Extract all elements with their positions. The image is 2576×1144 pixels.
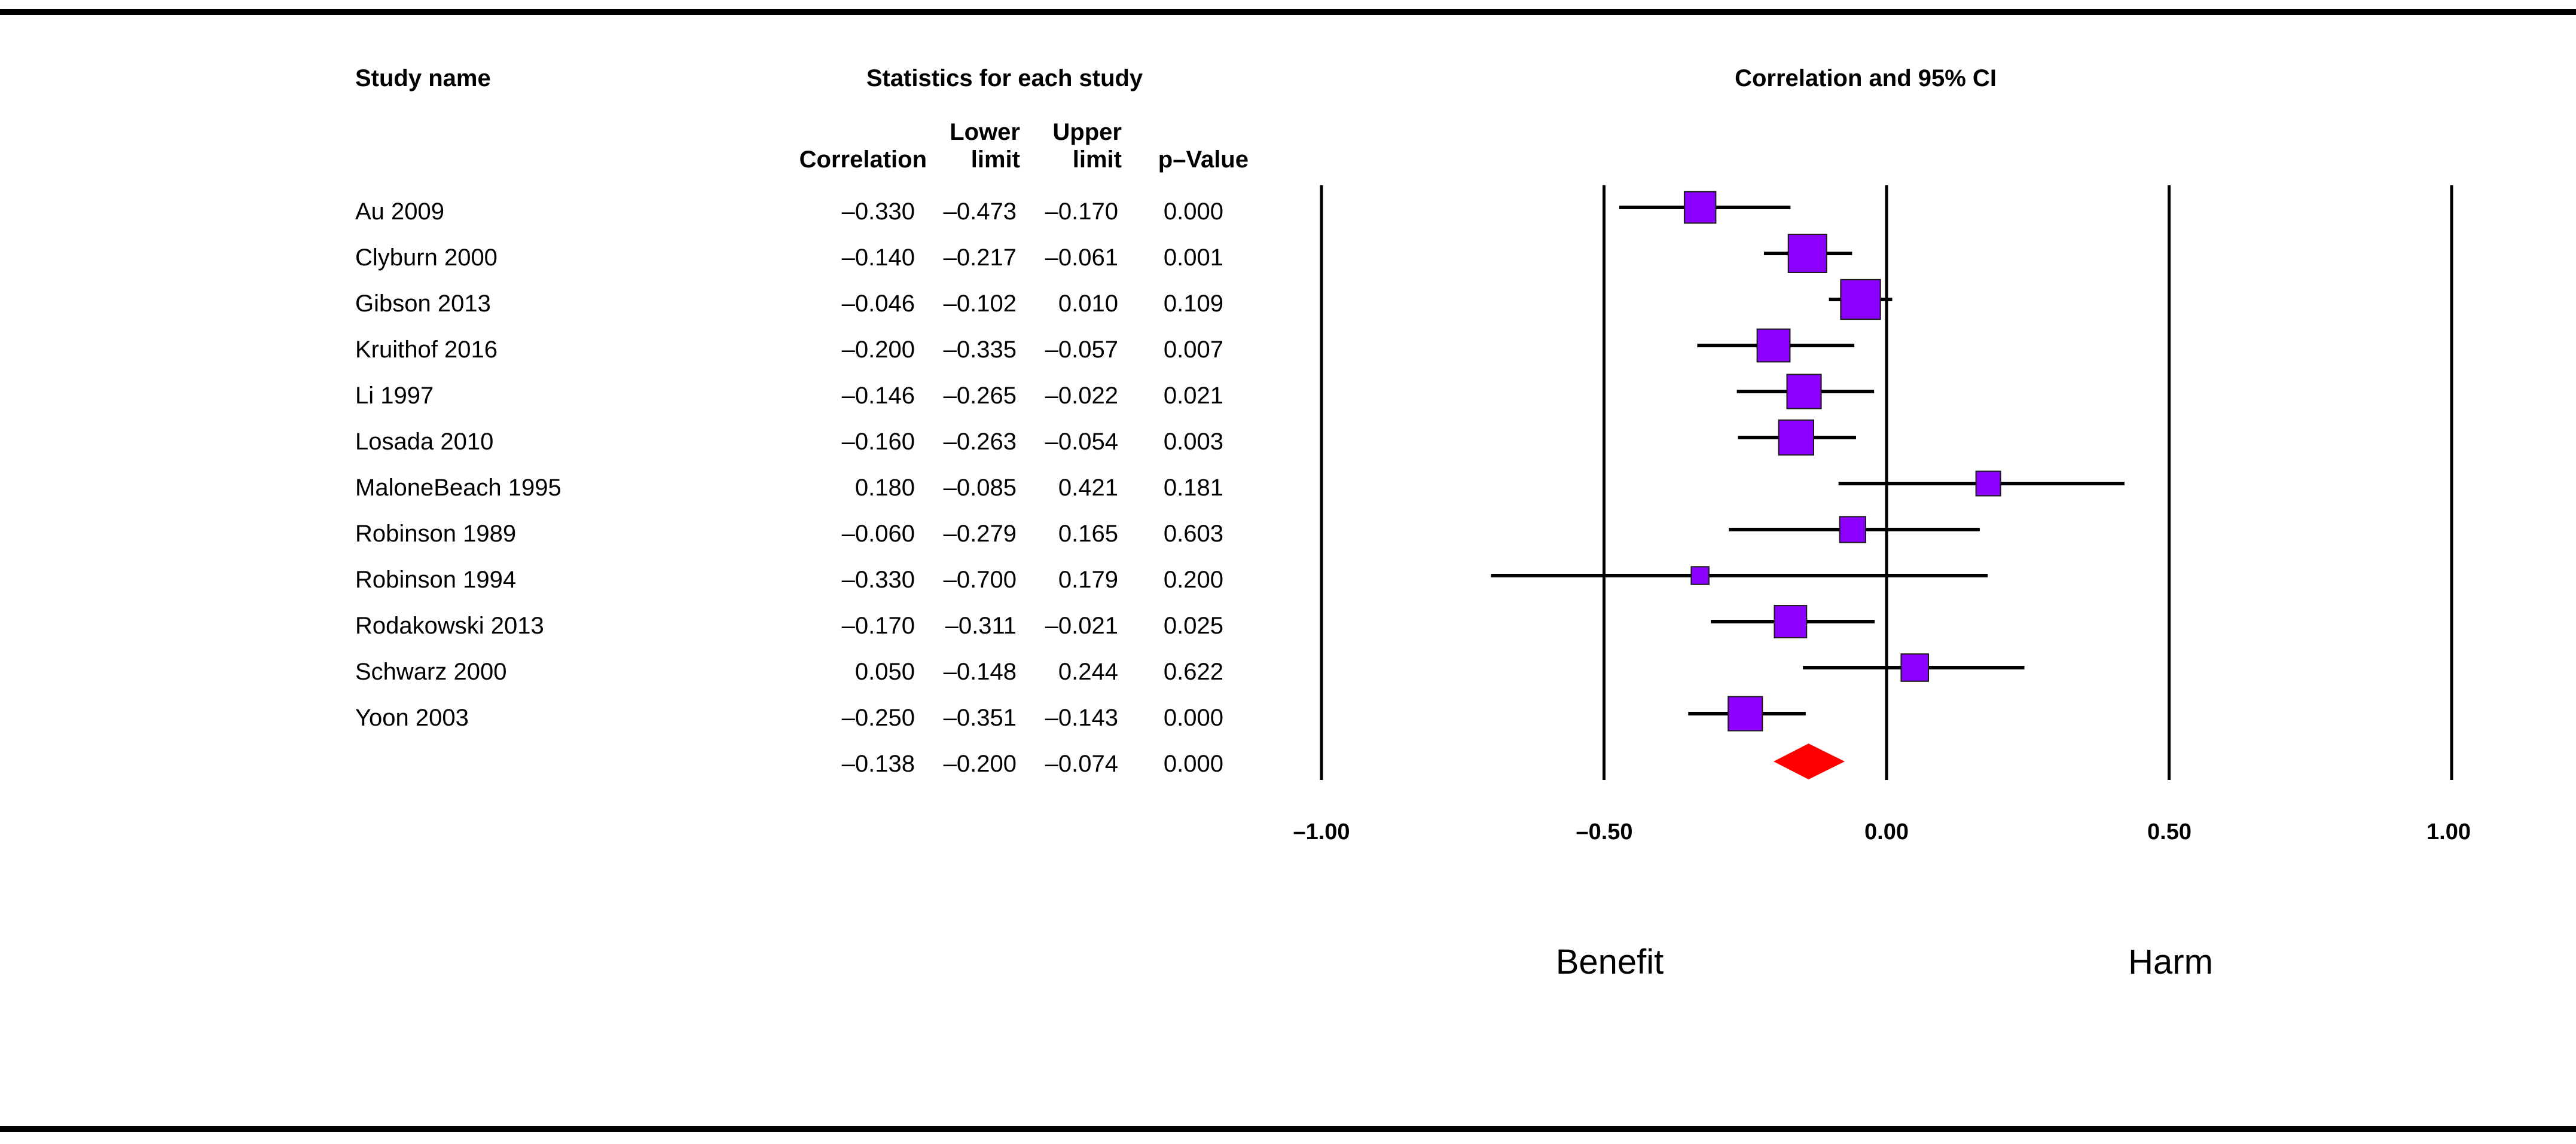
upper-limit-value: 0.421: [1058, 475, 1118, 501]
header-lower-top: Lower: [950, 119, 1020, 145]
pvalue-value: 0.007: [1163, 337, 1223, 363]
upper-limit-value: 0.179: [1058, 567, 1118, 593]
header-upper-top: Upper: [1052, 119, 1122, 145]
study-marker: [1900, 653, 1930, 682]
upper-limit-value: 0.165: [1058, 521, 1118, 547]
lower-limit-value: –0.279: [943, 521, 1017, 547]
study-name: Clyburn 2000: [355, 244, 498, 271]
lower-limit-value: –0.335: [943, 337, 1017, 363]
study-marker: [1690, 566, 1710, 585]
correlation-value: –0.160: [841, 429, 915, 455]
lower-limit-value: –0.311: [945, 613, 1017, 639]
lower-limit-value: –0.265: [943, 383, 1017, 409]
benefit-label: Benefit: [1555, 943, 1664, 981]
lower-limit-value: –0.263: [943, 429, 1017, 455]
pvalue-value: 0.181: [1163, 475, 1223, 501]
correlation-value: –0.330: [841, 198, 915, 225]
header-pvalue: p–Value: [1158, 146, 1249, 173]
header-plot-title: Correlation and 95% CI: [1735, 65, 1997, 91]
correlation-value: –0.140: [841, 244, 915, 271]
study-marker: [1975, 470, 2001, 497]
correlation-value: –0.060: [841, 521, 915, 547]
correlation-value: 0.050: [854, 659, 915, 685]
lower-limit-value: –0.351: [943, 705, 1017, 731]
summary-lower-limit-value: –0.200: [943, 751, 1017, 777]
x-tick-label: –0.50: [1576, 819, 1633, 845]
lower-limit-value: –0.473: [943, 198, 1017, 225]
study-marker: [1839, 516, 1866, 543]
pvalue-value: 0.603: [1163, 521, 1223, 547]
study-name: Schwarz 2000: [355, 659, 507, 685]
top-rule: [0, 9, 2576, 15]
pvalue-value: 0.021: [1163, 383, 1223, 409]
pvalue-value: 0.622: [1163, 659, 1223, 685]
summary-diamond: [1774, 744, 1845, 779]
pvalue-value: 0.003: [1163, 429, 1223, 455]
upper-limit-value: –0.054: [1045, 429, 1118, 455]
study-marker: [1778, 419, 1815, 456]
header-statistics: Statistics for each study: [866, 65, 1143, 91]
bottom-rule: [0, 1126, 2576, 1132]
pvalue-value: 0.001: [1163, 244, 1223, 271]
upper-limit-value: –0.021: [1045, 613, 1118, 639]
summary-pvalue-value: 0.000: [1163, 751, 1223, 777]
study-name: MaloneBeach 1995: [355, 475, 561, 501]
x-tick-label: 1.00: [2427, 819, 2471, 845]
study-marker: [1774, 605, 1808, 638]
lower-limit-value: –0.148: [943, 659, 1017, 685]
study-name: Gibson 2013: [355, 290, 491, 317]
lower-limit-value: –0.102: [943, 290, 1017, 317]
upper-limit-value: –0.061: [1045, 244, 1118, 271]
header-lower-bottom: limit: [970, 146, 1020, 173]
study-name: Losada 2010: [355, 429, 494, 455]
correlation-value: –0.170: [841, 613, 915, 639]
study-name: Li 1997: [355, 383, 434, 409]
study-marker: [1683, 191, 1717, 224]
study-name: Robinson 1989: [355, 521, 517, 547]
correlation-value: –0.330: [841, 567, 915, 593]
harm-label: Harm: [2128, 943, 2213, 981]
study-name: Yoon 2003: [355, 705, 469, 731]
pvalue-value: 0.000: [1163, 705, 1223, 731]
correlation-value: –0.200: [841, 337, 915, 363]
upper-limit-value: –0.170: [1045, 198, 1118, 225]
upper-limit-value: –0.143: [1045, 705, 1118, 731]
upper-limit-value: 0.010: [1058, 290, 1118, 317]
study-name: Au 2009: [355, 198, 445, 225]
x-tick-label: –1.00: [1293, 819, 1350, 845]
upper-limit-value: –0.057: [1045, 337, 1118, 363]
summary-correlation-value: –0.138: [841, 751, 915, 777]
lower-limit-value: –0.700: [943, 567, 1017, 593]
pvalue-value: 0.025: [1163, 613, 1223, 639]
study-name: Robinson 1994: [355, 567, 517, 593]
study-marker: [1786, 374, 1822, 409]
header-correlation: Correlation: [799, 146, 927, 173]
x-tick-label: 0.50: [2147, 819, 2192, 845]
pvalue-value: 0.109: [1163, 290, 1223, 317]
upper-limit-value: –0.022: [1045, 383, 1118, 409]
lower-limit-value: –0.217: [943, 244, 1017, 271]
header-study-name: Study name: [355, 65, 491, 91]
study-name: Rodakowski 2013: [355, 613, 544, 639]
upper-limit-value: 0.244: [1058, 659, 1118, 685]
pvalue-value: 0.200: [1163, 567, 1223, 593]
summary-upper-limit-value: –0.074: [1045, 751, 1118, 777]
study-marker: [1840, 279, 1881, 320]
correlation-value: 0.180: [854, 475, 915, 501]
x-tick-label: 0.00: [1864, 819, 1909, 845]
correlation-value: –0.046: [841, 290, 915, 317]
pvalue-value: 0.000: [1163, 198, 1223, 225]
lower-limit-value: –0.085: [943, 475, 1017, 501]
study-name: Kruithof 2016: [355, 337, 498, 363]
correlation-value: –0.146: [841, 383, 915, 409]
study-marker: [1787, 234, 1827, 273]
study-marker: [1756, 328, 1791, 363]
correlation-value: –0.250: [841, 705, 915, 731]
header-upper-bottom: limit: [1072, 146, 1122, 173]
study-marker: [1727, 696, 1763, 732]
